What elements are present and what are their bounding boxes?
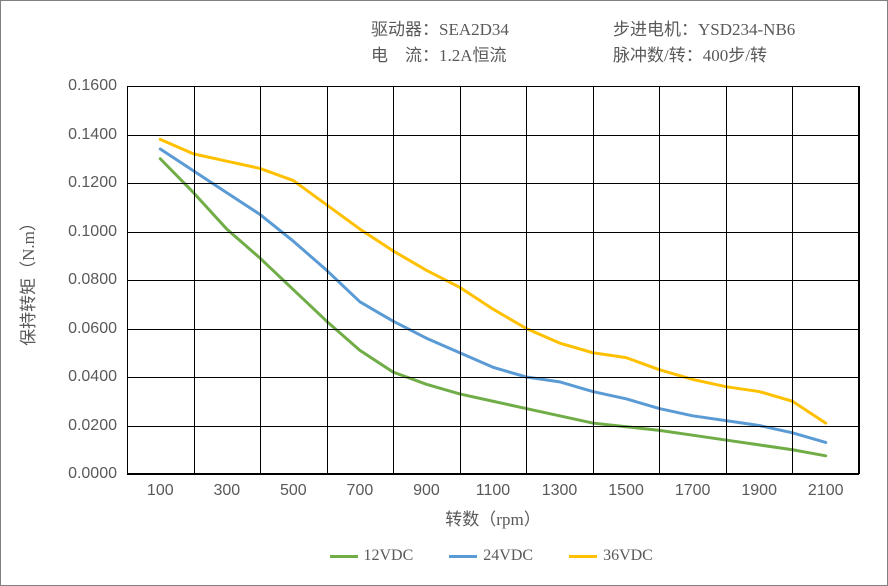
gridline-v [859, 86, 860, 474]
x-tick-label: 1500 [608, 482, 644, 500]
meta-row-2: 电 流：1.2A恒流 [371, 41, 507, 66]
meta-key: 脉冲数/转： [613, 41, 703, 66]
legend: 12VDC 24VDC 36VDC [330, 547, 653, 565]
y-tick-label: 0.0800 [68, 271, 117, 289]
x-tick-label: 900 [413, 482, 440, 500]
y-tick-label: 0.1400 [68, 126, 117, 144]
y-tick-label: 0.0200 [68, 417, 117, 435]
x-tick-label: 500 [280, 482, 307, 500]
meta-value: YSD234-NB6 [698, 20, 795, 40]
y-tick-label: 0.0000 [68, 465, 117, 483]
plot-area [127, 86, 859, 474]
y-tick-label: 0.1600 [68, 77, 117, 95]
meta-row-1: 步进电机：YSD234-NB6 [613, 15, 795, 40]
gridline-h [127, 426, 859, 427]
chart-frame: 驱动器：SEA2D34 步进电机：YSD234-NB6 电 流：1.2A恒流 脉冲数/… [0, 0, 888, 586]
x-tick-label: 2100 [808, 482, 844, 500]
x-tick-label: 100 [147, 482, 174, 500]
gridline-h [127, 377, 859, 378]
legend-swatch [449, 555, 477, 558]
legend-label: 24VDC [483, 547, 533, 565]
meta-row-3: 脉冲数/转：400步/转 [613, 41, 767, 66]
y-tick-label: 0.1000 [68, 223, 117, 241]
meta-key: 电 流： [371, 41, 439, 66]
x-axis-label: 转数（rpm） [445, 505, 540, 530]
y-tick-label: 0.1200 [68, 174, 117, 192]
legend-swatch [330, 555, 358, 558]
legend-label: 12VDC [364, 547, 414, 565]
gridline-h [127, 474, 859, 475]
x-tick-label: 300 [213, 482, 240, 500]
gridline-h [127, 135, 859, 136]
x-tick-label: 1100 [476, 482, 510, 500]
x-tick-label: 1700 [675, 482, 711, 500]
meta-value: 400步/转 [703, 41, 767, 66]
gridline-h [127, 232, 859, 233]
y-tick-label: 0.0400 [68, 368, 117, 386]
meta-value: 1.2A恒流 [439, 41, 507, 66]
meta-row-0: 驱动器：SEA2D34 [371, 15, 509, 40]
x-tick-label: 700 [347, 482, 374, 500]
x-tick-label: 1900 [741, 482, 777, 500]
y-axis-label: 保持转矩（N.m） [14, 214, 39, 346]
gridline-h [127, 183, 859, 184]
gridline-h [127, 280, 859, 281]
legend-swatch [569, 555, 597, 558]
meta-key: 步进电机： [613, 15, 698, 40]
gridline-h [127, 86, 859, 87]
y-tick-label: 0.0600 [68, 320, 117, 338]
meta-value: SEA2D34 [439, 20, 509, 40]
legend-item-36vdc: 36VDC [569, 547, 653, 565]
meta-key: 驱动器： [371, 15, 439, 40]
x-tick-label: 1300 [542, 482, 578, 500]
legend-item-12vdc: 12VDC [330, 547, 414, 565]
legend-item-24vdc: 24VDC [449, 547, 533, 565]
gridline-h [127, 329, 859, 330]
legend-label: 36VDC [603, 547, 653, 565]
